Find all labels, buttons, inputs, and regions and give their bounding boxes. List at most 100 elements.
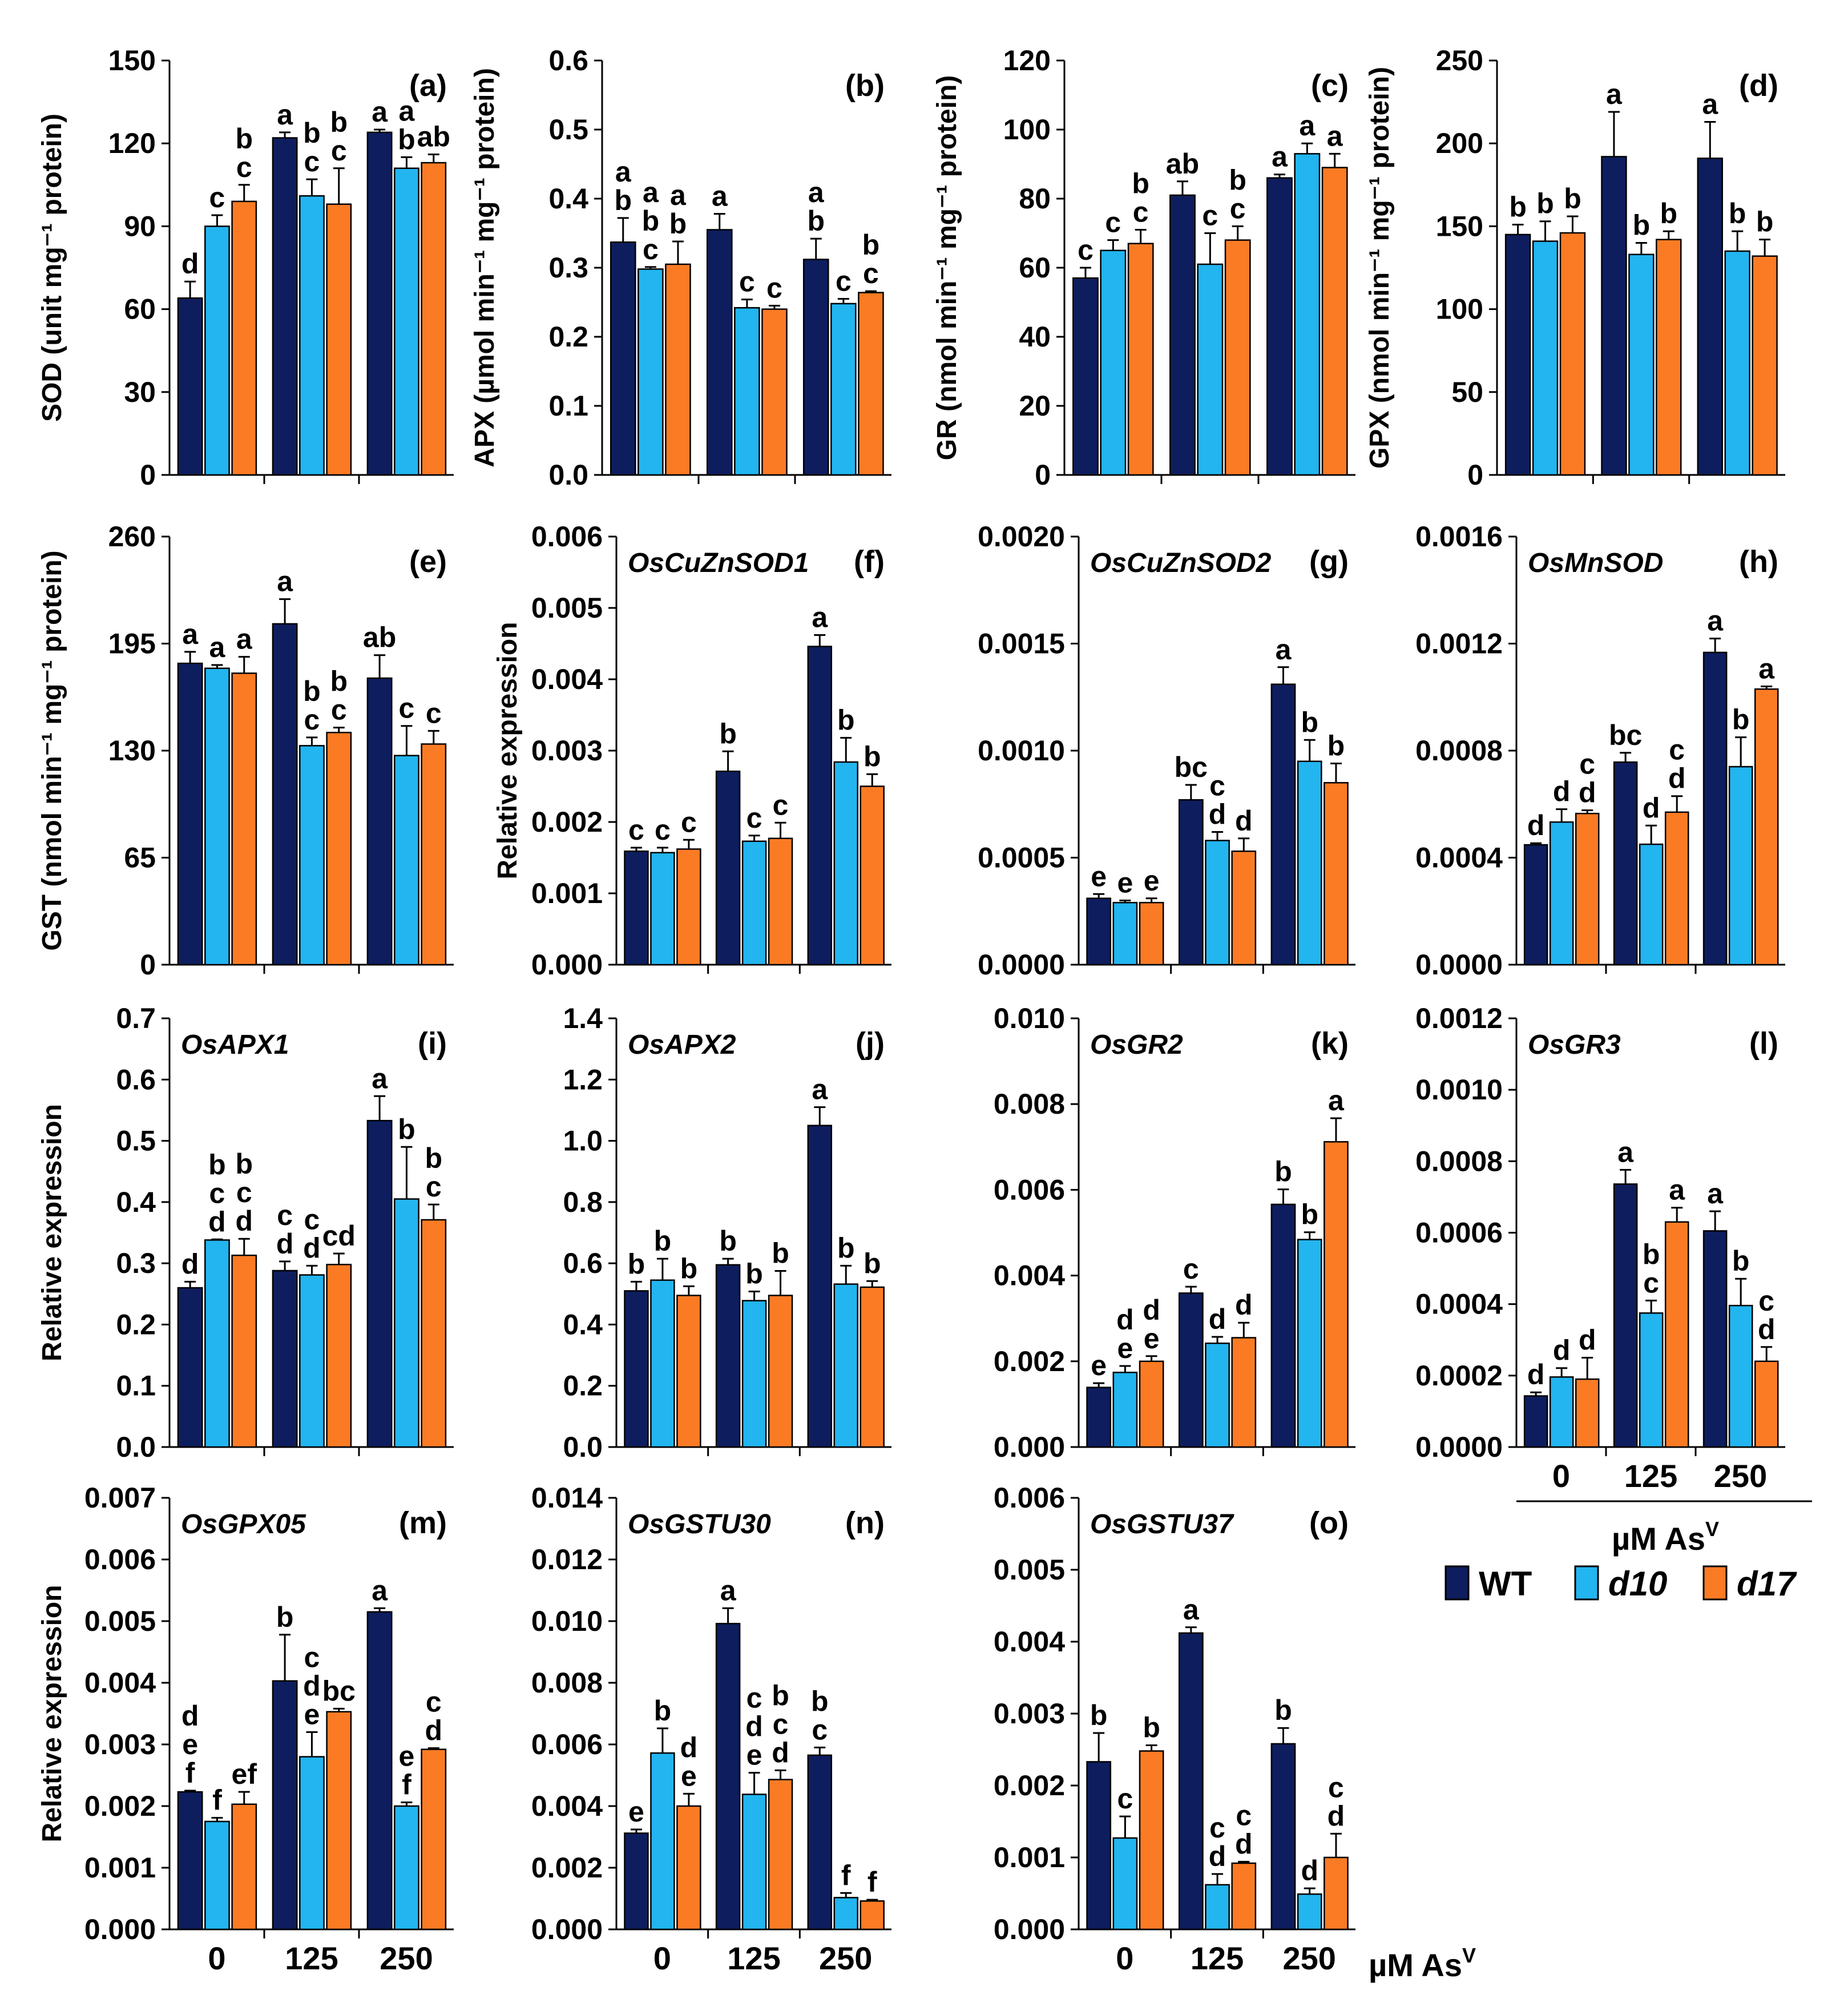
significance-letter: a	[1758, 653, 1775, 685]
gene-name: OsGSTU37	[1090, 1509, 1234, 1539]
gene-name: OsCuZnSOD2	[1090, 548, 1272, 578]
gene-name: OsAPX2	[628, 1030, 736, 1060]
bar-d17-0	[676, 1805, 701, 1931]
bar-WT-250	[366, 677, 393, 966]
bar-d10-125	[1197, 263, 1224, 476]
significance-letter: f	[841, 1859, 851, 1891]
bar-WT-125	[1178, 1292, 1204, 1448]
significance-letter: d	[1668, 763, 1686, 795]
significance-letter: b	[614, 184, 632, 216]
significance-letter: d	[772, 1736, 789, 1768]
y-tick-label: 200	[1436, 127, 1483, 159]
significance-letter: d	[1643, 792, 1660, 824]
bar-WT-250	[1270, 683, 1296, 966]
significance-letter: d	[1143, 1294, 1160, 1326]
significance-letter: b	[628, 1248, 645, 1280]
y-tick-label: 0.0	[548, 459, 588, 491]
significance-letter: c	[1579, 748, 1595, 780]
y-tick-label: 0.008	[994, 1088, 1065, 1120]
gene-name: OsGSTU30	[628, 1509, 771, 1539]
y-tick-label: 0.0000	[978, 949, 1065, 981]
bar-d10-0	[1532, 240, 1559, 476]
bar-WT-250	[802, 259, 829, 476]
significance-letter: a	[1328, 1085, 1345, 1117]
bar-WT-125	[1169, 194, 1196, 476]
significance-letter: c	[1669, 734, 1685, 766]
significance-letter: b	[864, 740, 881, 772]
significance-letter: bc	[1175, 751, 1208, 783]
significance-letter: d	[1235, 1828, 1253, 1860]
gene-name: OsGR3	[1528, 1030, 1621, 1060]
bar-d10-250	[1297, 1239, 1322, 1448]
bar-WT-125	[706, 229, 733, 476]
y-tick-label: 80	[1019, 183, 1051, 215]
bar-d10-0	[204, 225, 230, 476]
significance-letter: c	[1209, 770, 1225, 802]
bar-d17-0	[1139, 1360, 1164, 1448]
bar-WT-125	[1613, 761, 1638, 966]
bar-d10-250	[1728, 1304, 1753, 1448]
significance-letter: b	[330, 106, 348, 138]
y-axis-label: Relative expression	[493, 622, 523, 880]
significance-letter: c	[1328, 1771, 1344, 1803]
significance-letter: b	[807, 205, 825, 237]
bar-d10-0	[650, 852, 675, 966]
bar-d17-250	[421, 1748, 447, 1931]
significance-letter: b	[837, 1232, 855, 1264]
y-tick-label: 0.5	[116, 1125, 156, 1157]
significance-letter: b	[837, 704, 855, 736]
panel-tag: (h)	[1739, 545, 1778, 579]
significance-letter: ef	[232, 1758, 257, 1790]
significance-letter: e	[1117, 1332, 1133, 1364]
panel-tag: (d)	[1739, 68, 1778, 103]
bar-d17-125	[326, 1264, 352, 1448]
panel-tag: (g)	[1309, 545, 1349, 579]
significance-letter: b	[1564, 183, 1581, 215]
significance-letter: d	[425, 1714, 442, 1746]
y-tick-label: 0.0006	[1415, 1217, 1503, 1249]
y-tick-label: 1.2	[563, 1063, 603, 1095]
bar-d17-125	[1231, 1862, 1257, 1931]
bar-d17-250	[1752, 255, 1778, 476]
significance-letter: c	[1117, 1783, 1133, 1815]
gene-name: OsMnSOD	[1528, 548, 1663, 578]
y-tick-label: 0.002	[531, 806, 603, 838]
gene-name: OsGR2	[1090, 1030, 1183, 1060]
y-tick-label: 0.1	[116, 1370, 156, 1402]
bar-d10-125	[1205, 1343, 1230, 1448]
y-tick-label: 0.0008	[1415, 1145, 1503, 1177]
significance-letter: b	[1274, 1156, 1292, 1188]
significance-letter: c	[766, 272, 782, 304]
significance-letter: d	[208, 1206, 226, 1238]
bar-d10-0	[1549, 821, 1574, 966]
y-axis-label: GR (nmol min⁻¹ mg⁻¹ protein)	[932, 75, 962, 461]
bar-d17-0	[1139, 902, 1164, 966]
significance-letter: c	[643, 233, 659, 265]
bar-WT-250	[1270, 1203, 1296, 1448]
significance-letter: a	[1707, 1178, 1724, 1210]
bar-d10-0	[204, 1820, 230, 1931]
bar-d10-0	[1112, 902, 1138, 966]
bar-WT-125	[715, 771, 741, 966]
significance-letter: a	[1669, 1174, 1685, 1206]
significance-letter: d	[1209, 1303, 1226, 1335]
bar-d10-250	[1297, 760, 1322, 966]
y-tick-label: 0.002	[531, 1852, 603, 1884]
significance-letter: b	[642, 205, 660, 237]
significance-letter: ab	[417, 121, 450, 153]
significance-letter: b	[862, 229, 880, 261]
bar-WT-125	[1601, 156, 1627, 476]
y-tick-label: 0.003	[994, 1698, 1065, 1730]
significance-letter: c	[812, 1714, 828, 1746]
significance-letter: b	[235, 123, 253, 155]
y-tick-label: 0	[1035, 459, 1051, 491]
bar-d17-250	[1324, 1856, 1349, 1931]
significance-letter: b	[276, 1601, 294, 1633]
significance-letter: a	[209, 631, 226, 663]
significance-letter: c	[304, 1203, 320, 1235]
bar-d17-0	[1559, 232, 1586, 476]
